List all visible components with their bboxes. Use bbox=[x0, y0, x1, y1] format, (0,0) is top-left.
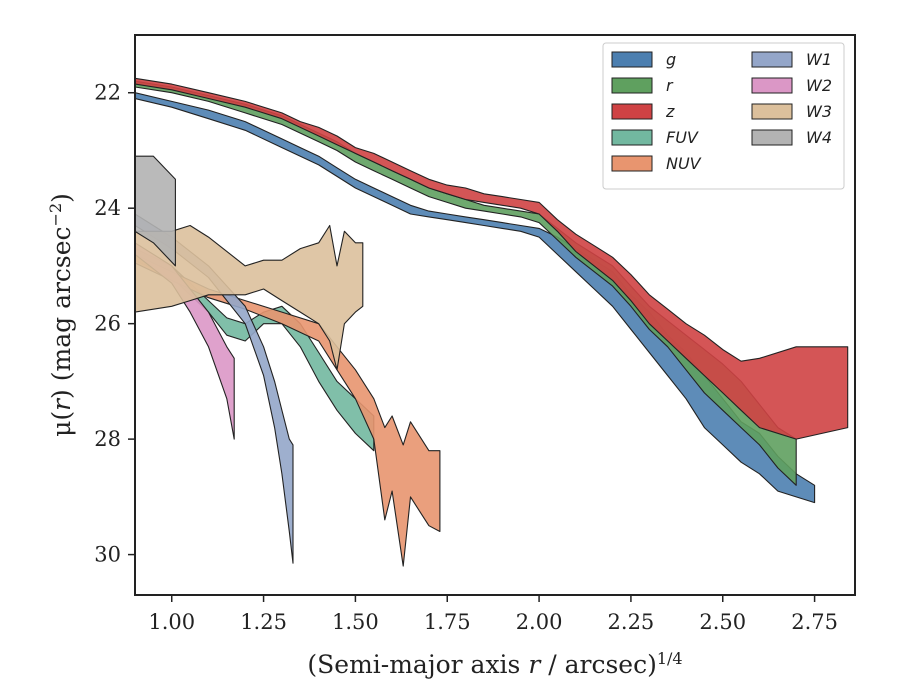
y-axis-label-post: ) bbox=[47, 193, 76, 203]
legend-swatch-w3 bbox=[751, 103, 793, 120]
x-axis: 1.00 1.25 1.50 1.75 2.00 2.25 2.50 2.75 bbox=[148, 595, 838, 634]
legend-swatch-w2 bbox=[751, 77, 793, 94]
series-band-w3 bbox=[135, 224, 364, 371]
legend-swatch-w4 bbox=[751, 129, 793, 146]
legend-label-fuv: FUV bbox=[666, 128, 699, 147]
y-axis-label-exp: −2 bbox=[46, 203, 65, 227]
legend-swatch-nuv bbox=[611, 155, 653, 172]
x-tick-label: 2.50 bbox=[699, 610, 746, 634]
x-tick-label: 1.00 bbox=[148, 610, 195, 634]
legend-label-w4: W4 bbox=[806, 128, 832, 147]
y-tick-label: 22 bbox=[94, 81, 121, 105]
x-tick-label: 2.25 bbox=[608, 610, 655, 634]
x-tick-label: 2.75 bbox=[791, 610, 838, 634]
legend-label-w3: W3 bbox=[806, 102, 832, 121]
legend-label-nuv: NUV bbox=[666, 154, 702, 173]
y-axis: 22 24 26 28 30 bbox=[94, 81, 135, 567]
legend-swatch-z bbox=[611, 103, 653, 120]
series-band-z bbox=[135, 77, 849, 440]
plot-frame bbox=[134, 34, 856, 596]
y-axis-label-pre: μ( bbox=[47, 411, 76, 437]
legend: grz FUV NUV W1 W2 W3 W4 bbox=[602, 42, 845, 190]
x-axis-label: (Semi-major axis r / arcsec)1/4 bbox=[307, 649, 682, 680]
y-axis-label: μ(r) (mag arcsec−2) bbox=[46, 193, 77, 437]
legend-label-w1: W1 bbox=[806, 50, 832, 69]
legend-label-z: z bbox=[665, 102, 675, 121]
x-tick-label: 1.25 bbox=[240, 610, 287, 634]
x-tick-label: 2.00 bbox=[516, 610, 563, 634]
y-tick-label: 24 bbox=[94, 196, 121, 220]
x-axis-label-var: r bbox=[528, 650, 542, 679]
legend-swatch-g bbox=[611, 51, 653, 68]
x-axis-label-main: (Semi-major axis bbox=[307, 650, 528, 679]
legend-label-w2: W2 bbox=[806, 76, 832, 95]
legend-swatch-r bbox=[611, 77, 653, 94]
legend-label-r: r bbox=[666, 76, 674, 95]
series-band-g bbox=[135, 92, 816, 504]
y-axis-label-mid: ) (mag arcsec bbox=[47, 226, 76, 399]
y-tick-label: 26 bbox=[94, 312, 121, 336]
x-tick-label: 1.50 bbox=[332, 610, 379, 634]
y-axis-label-var: r bbox=[47, 397, 76, 411]
legend-swatch-w1 bbox=[751, 51, 793, 68]
series-layer bbox=[135, 77, 849, 567]
y-tick-label: 28 bbox=[94, 427, 121, 451]
x-tick-label: 1.75 bbox=[424, 610, 471, 634]
x-axis-label-mid: / arcsec) bbox=[540, 650, 657, 679]
series-band-w4 bbox=[135, 155, 176, 267]
legend-swatch-fuv bbox=[611, 129, 653, 146]
legend-label-g: g bbox=[666, 50, 676, 69]
x-axis-label-exp: 1/4 bbox=[657, 649, 683, 668]
y-tick-label: 30 bbox=[94, 543, 121, 567]
